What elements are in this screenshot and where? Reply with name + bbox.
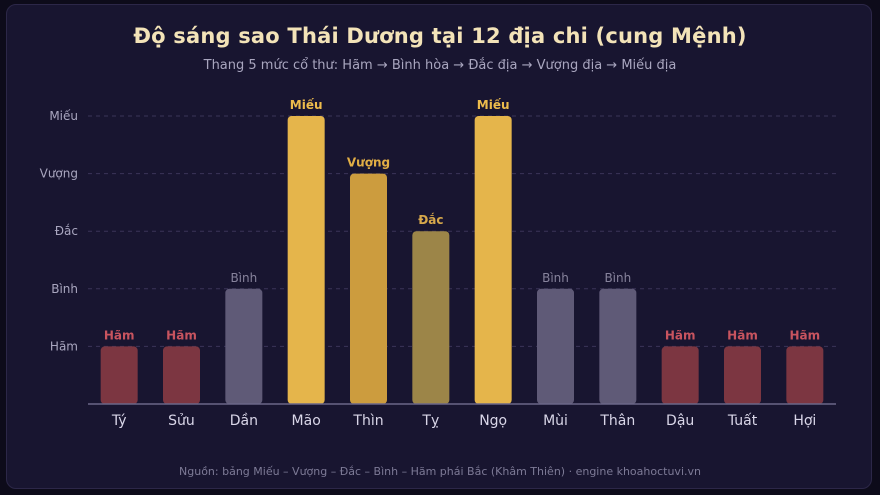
bar	[225, 288, 263, 404]
bar	[163, 346, 200, 404]
chart-title: Độ sáng sao Thái Dương tại 12 địa chi (c…	[133, 24, 747, 48]
bar-data-label: Bình	[604, 271, 631, 285]
x-tick-label: Thân	[599, 413, 635, 429]
x-tick-label: Thìn	[352, 413, 383, 429]
bar	[474, 116, 512, 404]
y-tick-label: Bình	[51, 282, 78, 296]
y-tick-label: Hãm	[50, 339, 78, 353]
bar-data-label: Hãm	[665, 328, 696, 342]
bar-data-label: Miếu	[290, 98, 323, 112]
x-tick-label: Tý	[111, 413, 127, 429]
bar-data-label: Hãm	[790, 328, 821, 342]
y-tick-label: Vượng	[40, 167, 78, 181]
bar	[412, 231, 450, 404]
bar-data-label: Bình	[542, 271, 569, 285]
bar	[724, 346, 761, 404]
x-tick-label: Tỵ	[421, 413, 439, 429]
bar-data-label: Hãm	[104, 328, 135, 342]
x-tick-label: Mão	[292, 413, 321, 429]
y-tick-label: Miếu	[49, 109, 78, 123]
bar-data-label: Miếu	[477, 98, 510, 112]
x-tick-label: Dậu	[666, 413, 694, 429]
x-tick-label: Sửu	[168, 413, 195, 429]
y-tick-label: Đắc	[55, 224, 78, 238]
bar	[100, 346, 138, 404]
bar	[287, 116, 325, 404]
chart-subtitle: Thang 5 mức cổ thư: Hãm → Bình hòa → Đắc…	[203, 58, 677, 73]
x-tick-label: Hợi	[793, 413, 816, 429]
bar	[599, 288, 637, 404]
bar	[350, 173, 387, 404]
bar-data-label: Hãm	[727, 328, 758, 342]
chart-source: Nguồn: bảng Miếu – Vượng – Đắc – Bình – …	[179, 465, 701, 478]
x-tick-label: Ngọ	[479, 413, 507, 429]
bar	[786, 346, 824, 404]
x-tick-label: Tuất	[727, 413, 758, 429]
x-tick-label: Mùi	[543, 413, 568, 429]
bar	[661, 346, 699, 404]
bar-data-label: Đắc	[418, 213, 443, 227]
bar-data-label: Bình	[230, 271, 257, 285]
bar	[537, 288, 574, 404]
bar-data-label: Vượng	[347, 156, 390, 170]
bar-data-label: Hãm	[166, 328, 197, 342]
x-tick-label: Dần	[230, 413, 258, 429]
